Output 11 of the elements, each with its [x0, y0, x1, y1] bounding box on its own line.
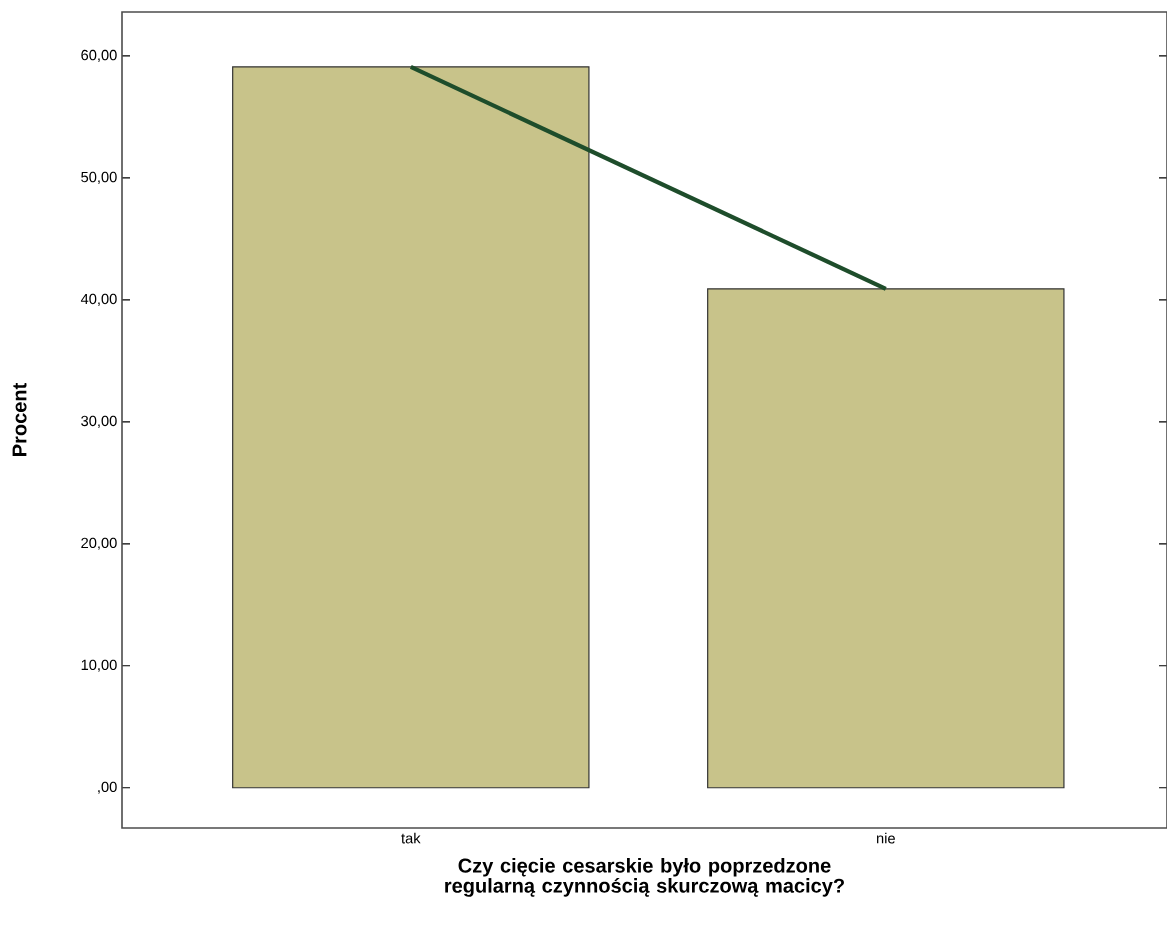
x-tick-label: nie — [877, 832, 895, 844]
y-tick-label: 60,00 — [81, 49, 117, 62]
y-tick-label: 30,00 — [81, 415, 117, 428]
x-tick-label: tak — [401, 832, 421, 844]
y-tick-label: 50,00 — [81, 171, 117, 184]
y-tick-label: 20,00 — [81, 537, 117, 550]
y-axis-title: Procent — [12, 383, 27, 456]
y-tick-label: 40,00 — [80, 293, 117, 306]
y-tick-label: 10,00 — [81, 659, 117, 672]
x-axis-title: Czy cięcie cesarskie było poprzedzone regularną czynnością skurczową macicy? — [445, 857, 844, 897]
y-tick-label: ,00 — [98, 781, 117, 794]
